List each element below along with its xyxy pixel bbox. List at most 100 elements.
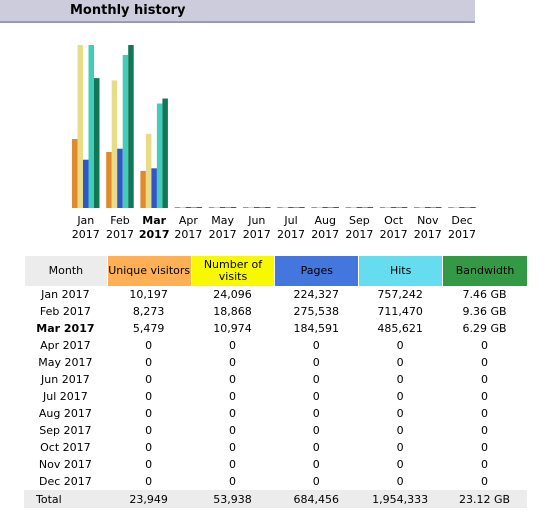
visits-cell: 0 bbox=[228, 407, 236, 420]
visits-cell: 0 bbox=[228, 390, 236, 403]
bandwidth-cell: 6.29 GB bbox=[462, 322, 507, 335]
bar-hits-aug bbox=[327, 207, 334, 208]
unique-visitors-cell: 8,273 bbox=[132, 305, 165, 318]
bar-hits-jun bbox=[259, 207, 265, 208]
bar-unique-visitors-mar bbox=[140, 170, 146, 208]
hits-cell: 0 bbox=[396, 390, 404, 403]
table-row: May 2017 0 0 0 0 0 bbox=[24, 354, 527, 371]
bar-pages-nov bbox=[425, 207, 431, 208]
bar-pages-jul bbox=[288, 207, 294, 208]
bandwidth-cell: 0 bbox=[481, 373, 489, 386]
bar-hits-may bbox=[225, 207, 231, 208]
bar-pages-sep bbox=[356, 207, 363, 208]
table-header-row: Month Unique visitors Number of visits P… bbox=[24, 256, 527, 286]
header-bandwidth: Bandwidth bbox=[442, 256, 527, 286]
hits-cell: 0 bbox=[396, 356, 404, 369]
hits-cell: 0 bbox=[396, 441, 404, 454]
visits-cell: 0 bbox=[228, 475, 236, 488]
month-label-sep: Sep bbox=[349, 214, 370, 227]
visits-cell: 0 bbox=[228, 458, 236, 471]
month-cell: May 2017 bbox=[38, 356, 93, 369]
visits-cell: 0 bbox=[228, 373, 236, 386]
bar-bandwidth-apr bbox=[196, 207, 203, 208]
total-bandwidth: 23.12 GB bbox=[442, 490, 527, 508]
bar-pages-mar bbox=[151, 168, 157, 208]
hits-cell: 0 bbox=[396, 373, 404, 386]
bar-pages-feb bbox=[117, 148, 123, 208]
bar-pages-dec bbox=[459, 207, 465, 208]
unique-visitors-cell: 0 bbox=[145, 339, 153, 352]
hits-cell: 711,470 bbox=[377, 305, 423, 318]
bar-bandwidth-dec bbox=[470, 207, 476, 208]
unique-visitors-cell: 0 bbox=[145, 356, 153, 369]
monthly-history-table: Month Unique visitors Number of visits P… bbox=[24, 256, 527, 508]
month-cell: Nov 2017 bbox=[38, 458, 92, 471]
visits-cell: 24,096 bbox=[213, 288, 252, 301]
unique-visitors-cell: 0 bbox=[145, 475, 153, 488]
bar-number-of-visits-nov bbox=[419, 207, 425, 208]
unique-visitors-cell: 10,197 bbox=[129, 288, 168, 301]
visits-cell: 10,974 bbox=[213, 322, 252, 335]
year-label-apr: 2017 bbox=[174, 228, 202, 241]
year-label-dec: 2017 bbox=[448, 228, 476, 241]
year-label-jul: 2017 bbox=[277, 228, 305, 241]
table-row: Dec 2017 0 0 0 0 0 bbox=[24, 473, 527, 490]
total-label: Total bbox=[24, 490, 107, 508]
bar-unique-visitors-aug bbox=[311, 207, 317, 208]
bar-number-of-visits-oct bbox=[385, 207, 391, 208]
bar-bandwidth-sep bbox=[367, 207, 374, 208]
bar-unique-visitors-dec bbox=[448, 207, 454, 208]
bandwidth-cell: 0 bbox=[481, 475, 489, 488]
month-label-feb: Feb bbox=[110, 214, 129, 227]
pages-cell: 0 bbox=[312, 441, 320, 454]
pages-cell: 184,591 bbox=[293, 322, 340, 335]
table-row: Sep 2017 0 0 0 0 0 bbox=[24, 422, 527, 439]
month-cell: Feb 2017 bbox=[39, 305, 91, 318]
table-row: Oct 2017 0 0 0 0 0 bbox=[24, 439, 527, 456]
month-label-dec: Dec bbox=[451, 214, 472, 227]
bar-pages-jan bbox=[83, 159, 89, 208]
visits-cell: 0 bbox=[228, 441, 236, 454]
month-label-jul: Jul bbox=[283, 214, 297, 227]
year-label-feb: 2017 bbox=[106, 228, 134, 241]
bar-unique-visitors-oct bbox=[379, 207, 386, 208]
bar-pages-may bbox=[219, 207, 226, 208]
bar-unique-visitors-jun bbox=[243, 207, 249, 208]
bar-hits-feb bbox=[122, 54, 129, 209]
header-month: Month bbox=[24, 256, 107, 286]
pages-cell: 0 bbox=[312, 390, 320, 403]
pages-cell: 0 bbox=[312, 373, 320, 386]
bar-bandwidth-may bbox=[230, 207, 237, 208]
year-label-oct: 2017 bbox=[380, 228, 408, 241]
bar-bandwidth-nov bbox=[436, 207, 442, 208]
pages-cell: 0 bbox=[312, 475, 320, 488]
bar-bandwidth-oct bbox=[401, 207, 408, 208]
bar-hits-dec bbox=[464, 207, 471, 208]
month-label-apr: Apr bbox=[179, 214, 199, 227]
table-row: Jun 2017 0 0 0 0 0 bbox=[24, 371, 527, 388]
bandwidth-cell: 0 bbox=[481, 458, 489, 471]
month-cell: Jan 2017 bbox=[41, 288, 90, 301]
monthly-history-chart: Jan2017Feb2017Mar2017Apr2017May2017Jun20… bbox=[72, 45, 476, 241]
bar-unique-visitors-may bbox=[208, 207, 215, 208]
month-cell: Sep 2017 bbox=[39, 424, 92, 437]
total-pages: 684,456 bbox=[274, 490, 359, 508]
total-row: Total 23,949 53,938 684,456 1,954,333 23… bbox=[24, 490, 527, 508]
bar-number-of-visits-jun bbox=[248, 207, 254, 208]
month-cell: Aug 2017 bbox=[38, 407, 92, 420]
month-cell: Dec 2017 bbox=[39, 475, 92, 488]
month-label-jan: Jan bbox=[76, 214, 94, 227]
bandwidth-cell: 0 bbox=[481, 339, 489, 352]
visits-cell: 18,868 bbox=[213, 305, 252, 318]
year-label-mar: 2017 bbox=[139, 228, 170, 241]
header-pages: Pages bbox=[274, 256, 359, 286]
bar-hits-nov bbox=[430, 207, 436, 208]
unique-visitors-cell: 0 bbox=[145, 441, 153, 454]
section-title: Monthly history bbox=[70, 3, 186, 18]
bar-bandwidth-jul bbox=[299, 207, 305, 208]
hits-cell: 757,242 bbox=[377, 288, 423, 301]
year-label-aug: 2017 bbox=[311, 228, 339, 241]
bar-hits-sep bbox=[362, 207, 368, 208]
unique-visitors-cell: 0 bbox=[145, 407, 153, 420]
bar-unique-visitors-sep bbox=[345, 207, 352, 208]
